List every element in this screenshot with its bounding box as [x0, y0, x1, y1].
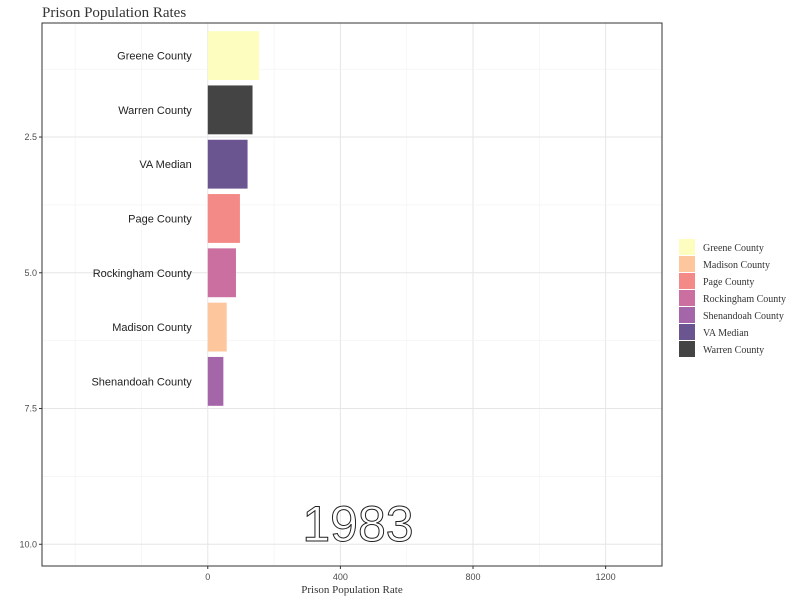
bar-label: Page County: [128, 213, 192, 225]
grid: [42, 23, 662, 566]
x-axis-ticks: 0 400 800 1200: [205, 566, 616, 582]
bar-warren-county: [207, 85, 253, 135]
chart-title: Prison Population Rates: [42, 5, 186, 21]
legend-label: Madison County: [703, 260, 770, 271]
legend-label: Rockingham County: [703, 294, 786, 305]
bar-va-median: [207, 139, 248, 189]
bar-label: VA Median: [139, 159, 191, 171]
legend-label: Page County: [703, 277, 754, 288]
legend-swatch: [679, 273, 695, 289]
bars: [207, 31, 260, 406]
legend-swatch: [679, 290, 695, 306]
bar-shenandoah-county: [207, 356, 224, 406]
x-tick-label: 1200: [596, 572, 616, 582]
y-tick-label: 5.0: [24, 268, 37, 278]
x-axis-title: Prison Population Rate: [301, 584, 403, 596]
legend: Greene County Madison County Page County Ro…: [679, 239, 786, 357]
legend-swatch: [679, 256, 695, 272]
legend-label: Shenandoah County: [703, 311, 784, 322]
bar-label: Shenandoah County: [91, 376, 192, 388]
y-tick-label: 7.5: [24, 404, 37, 414]
legend-swatch: [679, 341, 695, 357]
legend-label: Greene County: [703, 243, 764, 254]
bar-label: Greene County: [117, 51, 192, 63]
legend-label: Warren County: [703, 345, 764, 356]
legend-label: VA Median: [703, 328, 749, 339]
bar-madison-county: [207, 302, 227, 352]
legend-swatch: [679, 307, 695, 323]
bar-greene-county: [207, 31, 260, 81]
bar-rockingham-county: [207, 248, 236, 298]
bar-page-county: [207, 194, 240, 243]
bar-label: Warren County: [118, 105, 192, 117]
plot-panel-border: [41, 22, 663, 567]
year-label: 1983: [302, 496, 413, 552]
y-axis-ticks: 2.5 5.0 7.5 10.0: [19, 132, 42, 549]
legend-swatch: [679, 324, 695, 340]
bar-labels: Greene County Warren County VA Median Page …: [91, 51, 192, 389]
x-tick-label: 400: [333, 572, 348, 582]
x-tick-label: 800: [466, 572, 481, 582]
bar-label: Madison County: [112, 322, 192, 334]
y-tick-label: 10.0: [19, 539, 37, 549]
legend-swatch: [679, 239, 695, 255]
x-tick-label: 0: [205, 572, 210, 582]
bar-label: Rockingham County: [93, 268, 193, 280]
y-tick-label: 2.5: [24, 132, 37, 142]
